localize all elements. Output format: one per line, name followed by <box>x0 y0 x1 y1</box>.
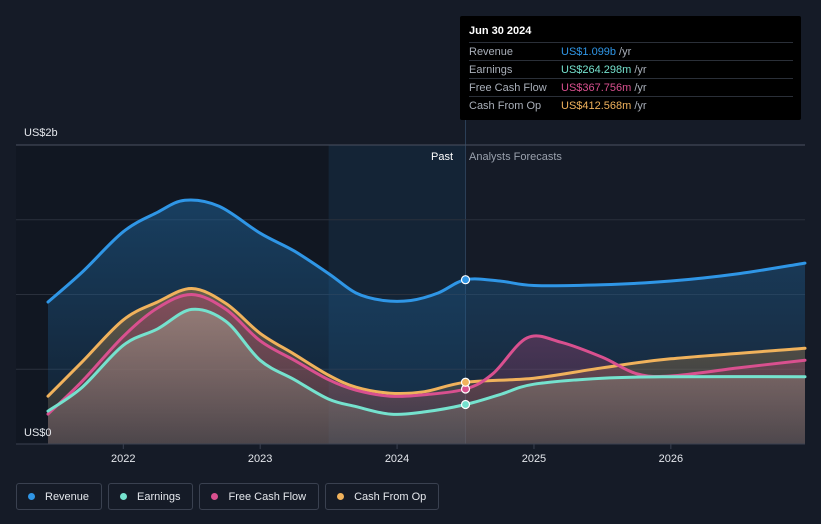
revenue-line <box>46 198 807 304</box>
x-tick-label: 2023 <box>248 453 272 465</box>
tooltip-unit: /yr <box>634 81 647 94</box>
tooltip-date: Jun 30 2024 <box>469 25 532 37</box>
legend-item-free-cash-flow[interactable]: Free Cash Flow <box>199 483 320 510</box>
legend-label: Cash From Op <box>354 490 427 503</box>
tooltip-row-revenue: Revenue US$1.099b /yr <box>469 42 793 60</box>
y-tick-label: US$0 <box>24 427 52 439</box>
tooltip-value: US$1.099b <box>561 45 617 58</box>
legend-item-revenue[interactable]: Revenue <box>16 483 103 510</box>
legend-item-cash-from-op[interactable]: Cash From Op <box>325 483 440 510</box>
tooltip-label: Revenue <box>469 45 514 58</box>
legend-dot-icon <box>120 493 128 500</box>
legend-dot-icon <box>211 493 219 500</box>
region-label-forecast: Analysts Forecasts <box>469 151 562 163</box>
tooltip-unit: /yr <box>634 99 647 112</box>
region-label-past: Past <box>431 151 453 163</box>
tooltip-value: US$264.298m <box>561 63 632 76</box>
legend-dot-icon <box>28 493 35 500</box>
legend-label: Revenue <box>45 490 90 503</box>
tooltip-label: Cash From Op <box>469 99 542 112</box>
cash-from-op-marker <box>460 377 471 387</box>
y-tick-label: US$2b <box>24 127 58 139</box>
free-cash-flow-line <box>46 292 807 416</box>
legend-label: Earnings <box>137 490 181 503</box>
tooltip-value: US$367.756m <box>561 81 632 94</box>
earnings-marker <box>460 399 471 410</box>
tooltip-unit: /yr <box>619 45 632 58</box>
legend-dot-icon <box>337 493 345 500</box>
cash-from-op-line <box>46 286 807 398</box>
earnings-area <box>48 309 805 444</box>
x-tick-label: 2024 <box>385 453 409 465</box>
tooltip-label: Earnings <box>469 63 513 76</box>
y-axis: US$2b US$0 <box>24 127 58 439</box>
x-tick-label: 2022 <box>111 453 135 465</box>
series-areas <box>48 200 805 444</box>
tooltip-row-free-cash-flow: Free Cash Flow US$367.756m /yr <box>469 78 793 96</box>
legend-label: Free Cash Flow <box>228 490 307 503</box>
revenue-marker <box>460 275 471 285</box>
earnings-line <box>46 307 807 416</box>
x-tick-label: 2026 <box>659 453 683 465</box>
x-tick-label: 2025 <box>522 453 546 465</box>
tooltip-unit: /yr <box>634 63 647 76</box>
tooltip-row-cash-from-op: Cash From Op US$412.568m /yr <box>469 96 793 114</box>
tooltip-row-earnings: Earnings US$264.298m /yr <box>469 60 793 78</box>
legend-item-earnings[interactable]: Earnings <box>108 483 194 510</box>
chart-legend: Revenue Earnings Free Cash Flow Cash Fro… <box>16 483 440 510</box>
tooltip-label: Free Cash Flow <box>469 81 547 94</box>
highlight-markers <box>460 275 471 410</box>
tooltip-panel: Jun 30 2024 Revenue US$1.099b /yr Earnin… <box>460 16 801 120</box>
tooltip-value: US$412.568m <box>561 99 632 112</box>
series-lines <box>46 198 807 416</box>
x-axis: 2022 2023 2024 2025 2026 <box>16 443 805 465</box>
